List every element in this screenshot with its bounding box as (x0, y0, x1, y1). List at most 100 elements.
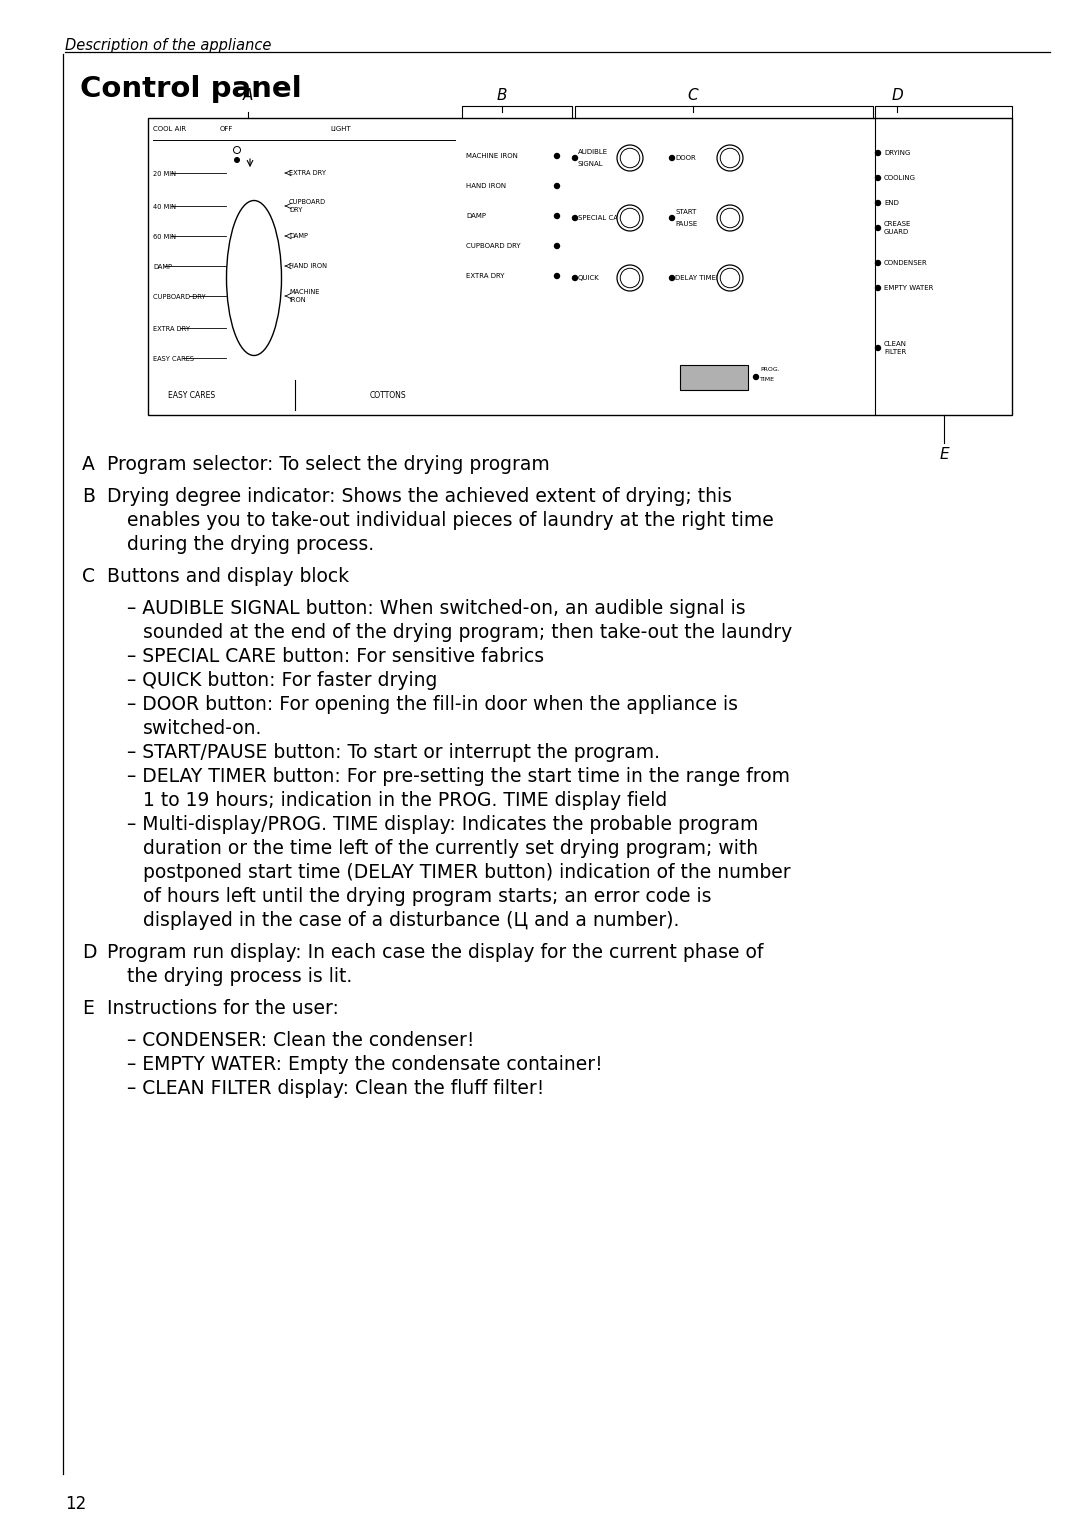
Text: 20 MIN: 20 MIN (153, 171, 176, 177)
Text: OFF: OFF (220, 125, 233, 131)
Text: B: B (82, 488, 95, 506)
Text: COOLING: COOLING (885, 174, 916, 180)
Text: START: START (675, 209, 697, 216)
Text: duration or the time left of the currently set drying program; with: duration or the time left of the current… (143, 839, 758, 858)
Text: MACHINE
IRON: MACHINE IRON (289, 289, 320, 303)
Text: – DELAY TIMER button: For pre-setting the start time in the range from: – DELAY TIMER button: For pre-setting th… (127, 768, 789, 786)
Text: D: D (891, 89, 903, 102)
Text: C: C (688, 89, 699, 102)
Circle shape (720, 148, 740, 168)
Bar (680, 365, 748, 390)
Circle shape (554, 274, 559, 278)
Text: – Multi-display/PROG. TIME display: Indicates the probable program: – Multi-display/PROG. TIME display: Indi… (127, 815, 758, 833)
Circle shape (876, 225, 880, 231)
Text: SIGNAL: SIGNAL (578, 161, 604, 167)
Circle shape (617, 205, 643, 231)
Text: 40 MIN: 40 MIN (153, 203, 176, 209)
Circle shape (717, 265, 743, 291)
Text: postponed start time (DELAY TIMER button) indication of the number: postponed start time (DELAY TIMER button… (143, 862, 791, 882)
Text: Program selector: To select the drying program: Program selector: To select the drying p… (107, 456, 550, 474)
Text: switched-on.: switched-on. (143, 719, 262, 739)
Circle shape (876, 200, 880, 205)
Text: CLEAN
FILTER: CLEAN FILTER (885, 341, 907, 355)
Text: – DOOR button: For opening the fill-in door when the appliance is: – DOOR button: For opening the fill-in d… (127, 696, 738, 714)
Text: 1 to 19 hours; indication in the PROG. TIME display field: 1 to 19 hours; indication in the PROG. T… (143, 790, 667, 810)
Text: EASY CARES: EASY CARES (168, 391, 215, 401)
Text: TIME: TIME (760, 378, 775, 382)
Text: DAMP: DAMP (153, 265, 172, 271)
Text: C: C (82, 567, 95, 586)
Circle shape (234, 157, 240, 162)
Circle shape (572, 275, 578, 280)
Text: enables you to take-out individual pieces of laundry at the right time: enables you to take-out individual piece… (127, 511, 773, 531)
Text: Description of the appliance: Description of the appliance (65, 38, 271, 54)
Text: COTTONS: COTTONS (370, 391, 407, 401)
Text: during the drying process.: during the drying process. (127, 535, 374, 553)
Text: – EMPTY WATER: Empty the condensate container!: – EMPTY WATER: Empty the condensate cont… (127, 1055, 603, 1073)
Bar (148, 118, 1012, 414)
Text: 12: 12 (65, 1495, 86, 1514)
Text: – CLEAN FILTER display: Clean the fluff filter!: – CLEAN FILTER display: Clean the fluff … (127, 1079, 544, 1098)
Circle shape (876, 176, 880, 180)
Circle shape (617, 145, 643, 171)
Circle shape (620, 208, 639, 228)
Text: MACHINE IRON: MACHINE IRON (465, 153, 518, 159)
Text: – START/PAUSE button: To start or interrupt the program.: – START/PAUSE button: To start or interr… (127, 743, 660, 761)
Text: EXTRA DRY: EXTRA DRY (465, 274, 504, 278)
Text: Program run display: In each case the display for the current phase of: Program run display: In each case the di… (107, 943, 764, 962)
Text: EXTRA DRY: EXTRA DRY (153, 326, 190, 332)
Text: the drying process is lit.: the drying process is lit. (127, 966, 352, 986)
Text: D: D (82, 943, 96, 962)
Text: CUPBOARD DRY: CUPBOARD DRY (153, 294, 205, 300)
Text: DAMP: DAMP (465, 213, 486, 219)
Ellipse shape (227, 200, 282, 356)
Circle shape (876, 286, 880, 291)
Text: Control panel: Control panel (80, 75, 301, 102)
Text: EASY CARES: EASY CARES (153, 356, 194, 362)
Text: LIGHT: LIGHT (330, 125, 351, 131)
Circle shape (620, 268, 639, 287)
Text: SPECIAL CARE: SPECIAL CARE (578, 216, 627, 222)
Circle shape (876, 346, 880, 350)
Text: E: E (940, 446, 949, 462)
Text: CREASE
GUARD: CREASE GUARD (885, 222, 912, 234)
Circle shape (876, 260, 880, 266)
Text: HAND IRON: HAND IRON (465, 183, 507, 190)
Text: END: END (885, 200, 899, 206)
Circle shape (554, 183, 559, 188)
Text: EXTRA DRY: EXTRA DRY (289, 170, 326, 176)
Text: PROG.: PROG. (760, 367, 780, 372)
Text: QUICK: QUICK (578, 275, 599, 281)
Text: A: A (82, 456, 95, 474)
Text: – CONDENSER: Clean the condenser!: – CONDENSER: Clean the condenser! (127, 1031, 474, 1050)
Text: Buttons and display block: Buttons and display block (107, 567, 349, 586)
Text: – AUDIBLE SIGNAL button: When switched-on, an audible signal is: – AUDIBLE SIGNAL button: When switched-o… (127, 599, 745, 618)
Circle shape (554, 243, 559, 249)
Text: Drying degree indicator: Shows the achieved extent of drying; this: Drying degree indicator: Shows the achie… (107, 488, 732, 506)
Text: CUPBOARD
DRY: CUPBOARD DRY (289, 199, 326, 213)
Text: DELAY TIMER: DELAY TIMER (675, 275, 720, 281)
Text: – SPECIAL CARE button: For sensitive fabrics: – SPECIAL CARE button: For sensitive fab… (127, 647, 544, 667)
Circle shape (876, 150, 880, 156)
Text: 60 MIN: 60 MIN (153, 234, 176, 240)
Text: displayed in the case of a disturbance (Ц and a number).: displayed in the case of a disturbance (… (143, 911, 679, 930)
Text: DAMP: DAMP (289, 232, 308, 239)
Circle shape (554, 214, 559, 219)
Circle shape (572, 216, 578, 220)
Text: HAND IRON: HAND IRON (289, 263, 327, 269)
Text: B: B (497, 89, 508, 102)
Text: of hours left until the drying program starts; an error code is: of hours left until the drying program s… (143, 887, 712, 907)
Text: sounded at the end of the drying program; then take-out the laundry: sounded at the end of the drying program… (143, 622, 793, 642)
Circle shape (670, 216, 675, 220)
Text: AUDIBLE: AUDIBLE (578, 148, 608, 154)
Circle shape (754, 375, 758, 379)
Circle shape (720, 208, 740, 228)
Text: – QUICK button: For faster drying: – QUICK button: For faster drying (127, 671, 437, 690)
Text: DRYING: DRYING (885, 150, 910, 156)
Text: A: A (243, 89, 253, 102)
Circle shape (717, 205, 743, 231)
Text: EMPTY WATER: EMPTY WATER (885, 284, 933, 291)
Circle shape (233, 147, 241, 153)
Circle shape (670, 156, 675, 161)
Circle shape (554, 153, 559, 159)
